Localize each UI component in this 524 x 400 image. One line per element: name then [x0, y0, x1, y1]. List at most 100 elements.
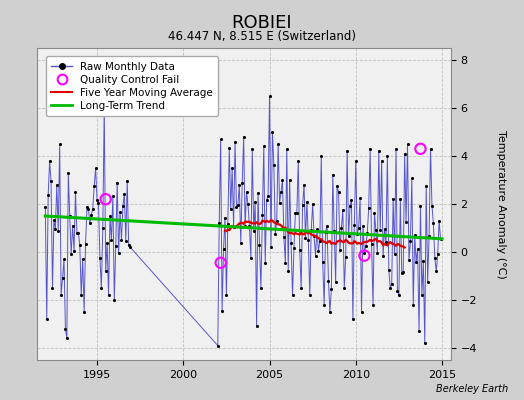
Point [327, 286, 335, 292]
Point [396, 196, 405, 202]
Point [216, 136, 225, 142]
Point [232, 204, 241, 210]
Point [352, 158, 360, 164]
Legend: Raw Monthly Data, Quality Control Fail, Five Year Moving Average, Long-Term Tren: Raw Monthly Data, Quality Control Fail, … [46, 56, 219, 116]
Point [235, 182, 244, 188]
Point [311, 252, 320, 259]
Point [330, 228, 339, 234]
Point [399, 269, 407, 275]
Point [257, 285, 265, 291]
Point [383, 153, 391, 159]
Point [422, 182, 430, 189]
Point [225, 145, 234, 152]
Point [56, 141, 64, 147]
Point [259, 143, 268, 149]
Point [303, 198, 311, 205]
Point [432, 268, 441, 274]
Point [106, 213, 114, 220]
Point [79, 256, 87, 262]
Point [244, 201, 252, 208]
Point [103, 240, 111, 246]
Point [81, 240, 90, 247]
Point [427, 146, 435, 152]
Point [80, 309, 89, 315]
Point [248, 146, 256, 152]
Point [436, 236, 445, 243]
Point [410, 232, 419, 238]
Point [119, 203, 127, 209]
Point [74, 230, 83, 236]
Point [93, 197, 101, 203]
Point [366, 146, 374, 152]
Point [340, 285, 348, 291]
Point [294, 158, 302, 164]
Point [314, 248, 323, 254]
Point [291, 210, 300, 216]
Point [216, 260, 225, 266]
Point [90, 183, 99, 190]
Point [413, 245, 422, 252]
Point [114, 250, 123, 256]
Point [267, 244, 275, 250]
Point [253, 323, 261, 329]
Point [319, 259, 327, 266]
Point [394, 288, 402, 294]
Point [418, 292, 426, 298]
Point [344, 233, 353, 239]
Point [298, 202, 307, 208]
Point [99, 225, 107, 231]
Point [91, 165, 100, 171]
Point [350, 222, 358, 228]
Point [282, 146, 291, 152]
Point [326, 309, 334, 315]
Point [423, 279, 432, 285]
Point [96, 255, 104, 262]
Point [270, 162, 278, 168]
Point [409, 302, 418, 308]
Point [332, 279, 340, 285]
Point [221, 215, 229, 221]
Point [313, 226, 321, 233]
Point [63, 335, 71, 342]
Point [288, 292, 297, 298]
Point [67, 251, 75, 257]
Point [388, 281, 396, 287]
Point [433, 251, 442, 258]
Point [247, 254, 255, 261]
Point [220, 246, 228, 252]
Point [323, 223, 331, 229]
Point [360, 252, 368, 259]
Point [276, 199, 284, 206]
Point [245, 223, 254, 229]
Point [230, 224, 238, 230]
Point [333, 183, 341, 190]
Point [431, 255, 439, 261]
Point [249, 228, 258, 235]
Point [425, 232, 433, 239]
Point [60, 256, 68, 262]
Point [107, 237, 116, 243]
Point [353, 231, 362, 237]
Point [392, 146, 400, 152]
Point [83, 204, 91, 210]
Point [365, 204, 373, 211]
Point [278, 177, 287, 183]
Point [261, 260, 269, 267]
Point [75, 242, 84, 248]
Point [64, 170, 72, 176]
Point [286, 177, 294, 183]
Point [403, 141, 412, 147]
Point [292, 210, 301, 216]
Point [241, 223, 249, 229]
Point [428, 202, 436, 209]
Point [429, 220, 438, 226]
Point [382, 239, 390, 245]
Y-axis label: Temperature Anomaly (°C): Temperature Anomaly (°C) [496, 130, 506, 278]
Point [367, 241, 376, 247]
Point [347, 196, 356, 203]
Point [402, 219, 410, 225]
Point [334, 189, 343, 195]
Point [280, 234, 288, 240]
Point [108, 193, 117, 200]
Point [405, 257, 413, 264]
